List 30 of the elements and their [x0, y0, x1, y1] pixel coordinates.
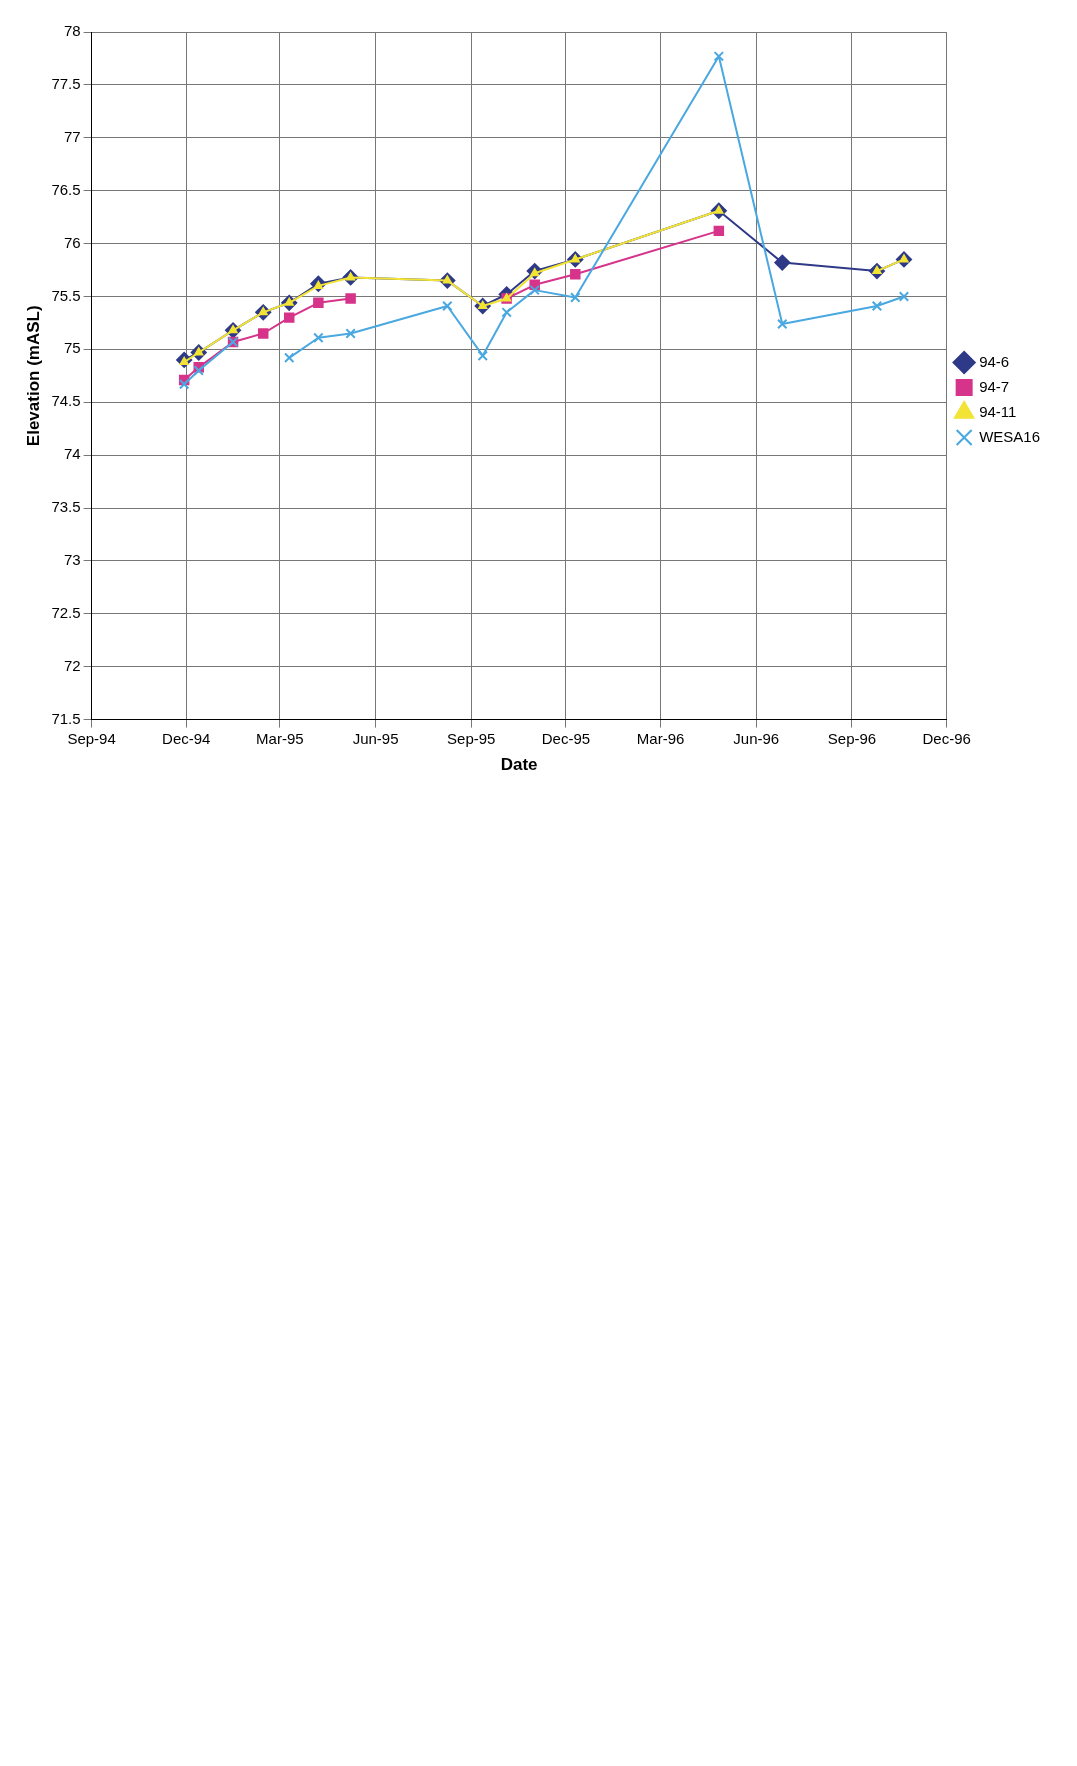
y-tick-label: 75.5	[51, 286, 81, 304]
y-tick-label: 73.5	[51, 498, 81, 516]
x-tick-label: Sep-96	[827, 729, 877, 747]
x-tick-label: Dec-94	[162, 729, 211, 747]
y-tick-label: 72	[63, 656, 81, 674]
y-tick-label: 72.5	[51, 603, 81, 621]
legend-label: WESA16	[979, 427, 1040, 445]
x-tick-label: Dec-96	[922, 729, 971, 747]
y-tick-label: 76.5	[51, 180, 81, 198]
y-tick-label: 78	[63, 22, 81, 40]
y-tick-label: 74.5	[51, 392, 81, 410]
y-tick-label: 71.5	[51, 709, 81, 727]
y-tick-label: 76	[63, 233, 81, 251]
y-tick-label: 75	[63, 339, 81, 357]
x-tick-label: Jun-96	[733, 729, 780, 747]
y-tick-label: 73	[63, 551, 81, 569]
y-tick-label: 74	[63, 445, 81, 463]
y-tick-label: 77	[63, 127, 81, 145]
x-tick-label: Mar-95	[256, 729, 304, 747]
legend-label: 94-11	[979, 402, 1017, 420]
x-axis-title: Date	[500, 755, 538, 775]
y-tick-label: 77.5	[51, 75, 81, 93]
x-tick-label: Jun-95	[352, 729, 399, 747]
y-axis-title: Elevation (mASL)	[23, 305, 43, 447]
x-tick-label: Dec-95	[541, 729, 591, 747]
legend-label: 94-7	[979, 377, 1010, 395]
x-tick-label: Mar-96	[636, 729, 685, 747]
x-tick-label: Sep-95	[447, 729, 496, 747]
x-tick-label: Sep-94	[67, 729, 116, 747]
legend-label: 94-6	[979, 352, 1010, 370]
